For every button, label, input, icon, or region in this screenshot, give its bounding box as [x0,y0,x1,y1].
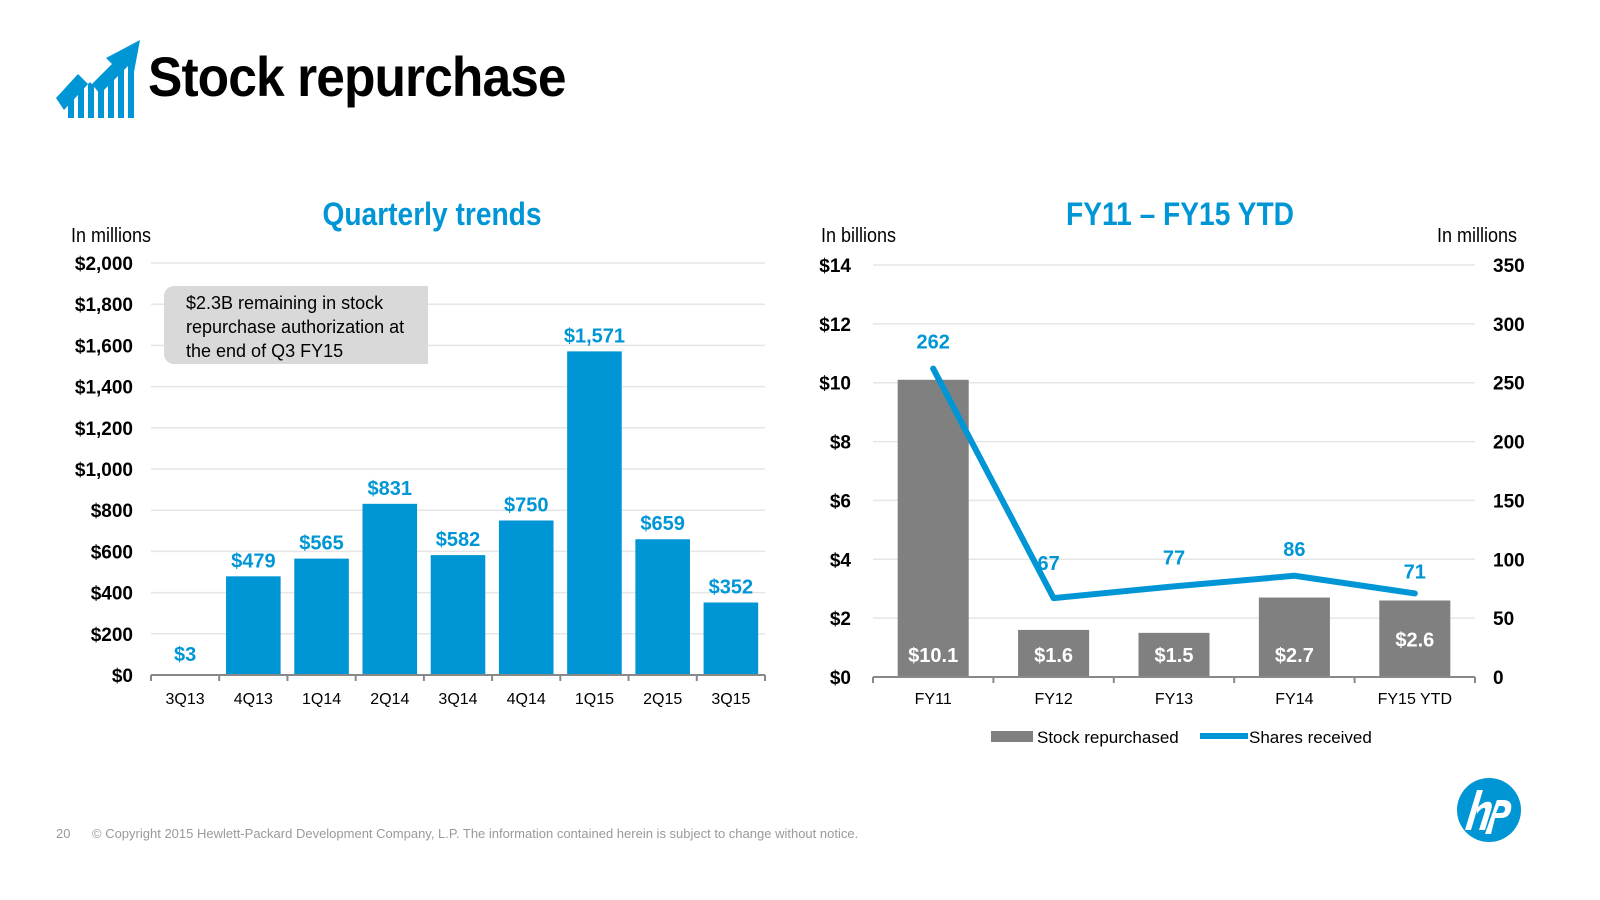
legend-label: Stock repurchased [1037,728,1179,747]
y-tick-label: $2 [830,609,851,630]
y-tick-label: $10 [819,374,851,395]
bar-data-label: $2.6 [1395,629,1434,651]
x-tick-label: FY11 [915,691,952,708]
bar-4Q13 [226,576,281,675]
y-tick-label: $1,400 [75,378,133,399]
annual-repurchase-chart: $0 $2 $4 $6 $8 $10 $12 $14 0 50 100 150 200 250 300 350… [819,256,1525,747]
x-tick-label: FY13 [1155,691,1193,708]
x-tick-label: 1Q14 [302,691,341,708]
x-tick-label: 3Q14 [438,691,477,708]
bar-data-label: $1.5 [1155,645,1194,667]
callout-line: the end of Q3 FY15 [186,341,344,361]
y2-tick-label: 50 [1493,609,1514,630]
y2-tick-label: 250 [1493,374,1525,395]
bar-data-label: $2.7 [1275,645,1314,667]
data-label: $582 [436,529,481,551]
line-data-label: 77 [1163,547,1185,569]
y-tick-label: $1,600 [75,336,133,357]
x-tick-label: FY14 [1275,691,1313,708]
bar-2Q14 [362,503,418,675]
y-tick-label: $12 [819,315,851,336]
copyright-notice: © Copyright 2015 Hewlett-Packard Develop… [92,826,859,841]
y-tick-label: $0 [830,668,851,689]
data-label: $3 [174,644,196,666]
line-data-label: 86 [1283,539,1305,561]
bar-FY14 [1258,597,1330,677]
y-tick-label: $600 [91,542,133,563]
y-tick-label: $1,800 [75,295,133,316]
y2-tick-label: 200 [1493,433,1525,454]
x-tick-label: 3Q15 [711,691,750,708]
line-data-label: 67 [1037,553,1059,575]
bar-1Q15 [567,351,622,675]
bar-3Q14 [430,555,486,675]
left-axis-unit-label-billions: In billions [821,225,897,247]
legend-label: Shares received [1249,728,1372,747]
y2-tick-label: 0 [1493,668,1504,689]
bar-FY11 [897,379,969,677]
y-tick-label: $4 [830,550,852,571]
callout-line: repurchase authorization at [186,317,405,337]
bar-2Q15 [635,539,690,675]
x-tick-label: 4Q13 [234,691,273,708]
y2-tick-label: 300 [1493,315,1525,336]
bar-1Q14 [294,558,349,675]
y-tick-label: $6 [830,491,851,512]
chart-title-quarterly: Quarterly trends [322,196,542,232]
data-label: $750 [504,495,549,517]
data-label: $1,571 [564,325,625,347]
x-tick-label: 2Q14 [370,691,409,708]
authorization-callout: $2.3B remaining in stock repurchase auth… [164,286,428,364]
y-tick-label: $1,000 [75,460,133,481]
x-tick-label: 1Q15 [575,691,614,708]
y-tick-label: $1,200 [75,419,133,440]
y-tick-label: $2,000 [75,254,133,275]
line-data-label: 262 [917,332,950,354]
y2-tick-label: 350 [1493,256,1525,277]
x-tick-label: 3Q13 [166,691,205,708]
data-label: $565 [299,533,344,555]
callout-line: $2.3B remaining in stock [186,293,384,313]
bar-4Q14 [498,520,554,675]
data-label: $831 [368,478,413,500]
x-tick-label: 4Q14 [507,691,546,708]
x-tick-label: FY15 YTD [1378,691,1452,708]
y-tick-label: $800 [91,501,133,522]
bar-FY15 YTD [1379,600,1451,677]
bar-data-label: $10.1 [908,645,958,667]
left-axis-unit-label: In millions [71,225,152,247]
data-label: $659 [640,513,685,535]
hp-logo [1457,778,1521,842]
page-number: 20 [56,826,71,841]
y-tick-label: $14 [819,256,851,277]
rising-bar-chart-arrow-icon [56,40,140,118]
y-tick-label: $200 [91,625,133,646]
y2-tick-label: 150 [1493,491,1525,512]
quarterly-trends-chart: $0 $200 $400 $600 $800 $1,000 $1,200 $1,400 $1,6… [75,254,766,708]
bar-FY12 [1018,629,1090,677]
chart-title-annual: FY11 – FY15 YTD [1065,196,1295,232]
bar-data-label: $1.6 [1034,645,1073,667]
line-data-label: 71 [1404,561,1426,583]
right-axis-unit-label-millions: In millions [1437,225,1518,247]
legend-swatch-stock-repurchased [991,731,1033,742]
y-tick-label: $400 [91,584,133,605]
y2-tick-label: 100 [1493,550,1525,571]
bar-3Q15 [703,602,759,675]
bar-FY13 [1138,632,1210,677]
x-tick-label: 2Q15 [643,691,682,708]
data-label: $479 [231,550,276,572]
y-tick-label: $0 [112,666,133,687]
x-tick-label: FY12 [1034,691,1072,708]
page-title: Stock repurchase [148,45,567,108]
data-label: $352 [709,576,754,598]
y-tick-label: $8 [830,433,851,454]
